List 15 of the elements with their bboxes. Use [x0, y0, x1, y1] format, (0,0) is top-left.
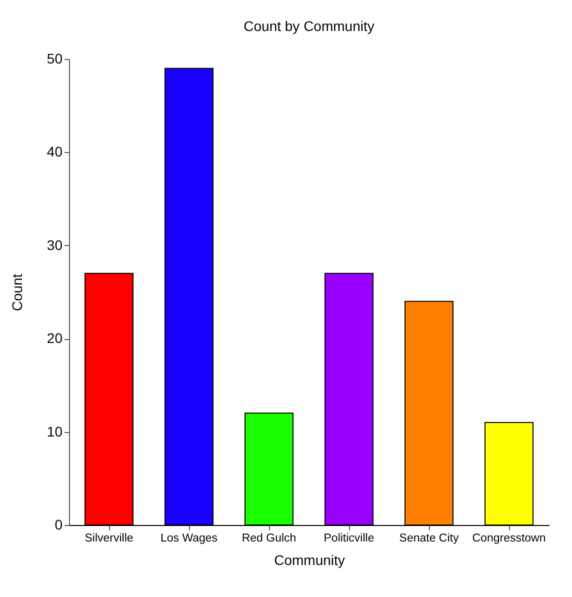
- x-tick-label: Red Gulch: [242, 532, 296, 544]
- y-tick-label: 0: [54, 516, 63, 532]
- x-tick-label: Politicville: [324, 532, 374, 544]
- x-tick-label: Silverville: [84, 532, 134, 544]
- y-axis-title: Count: [8, 274, 25, 312]
- chart-title: Count by Community: [244, 18, 374, 34]
- x-tick-label: Congresstown: [472, 532, 546, 544]
- y-tick-label: 50: [46, 50, 63, 66]
- x-axis-title: Community: [274, 552, 345, 568]
- y-tick-label: 20: [46, 330, 63, 346]
- y-tick-label: 10: [46, 423, 63, 440]
- x-tick-label: Senate City: [399, 532, 459, 544]
- y-tick-label: 30: [46, 236, 63, 253]
- y-tick-label: 40: [46, 144, 63, 160]
- x-tick-label: Los Wages: [160, 532, 218, 544]
